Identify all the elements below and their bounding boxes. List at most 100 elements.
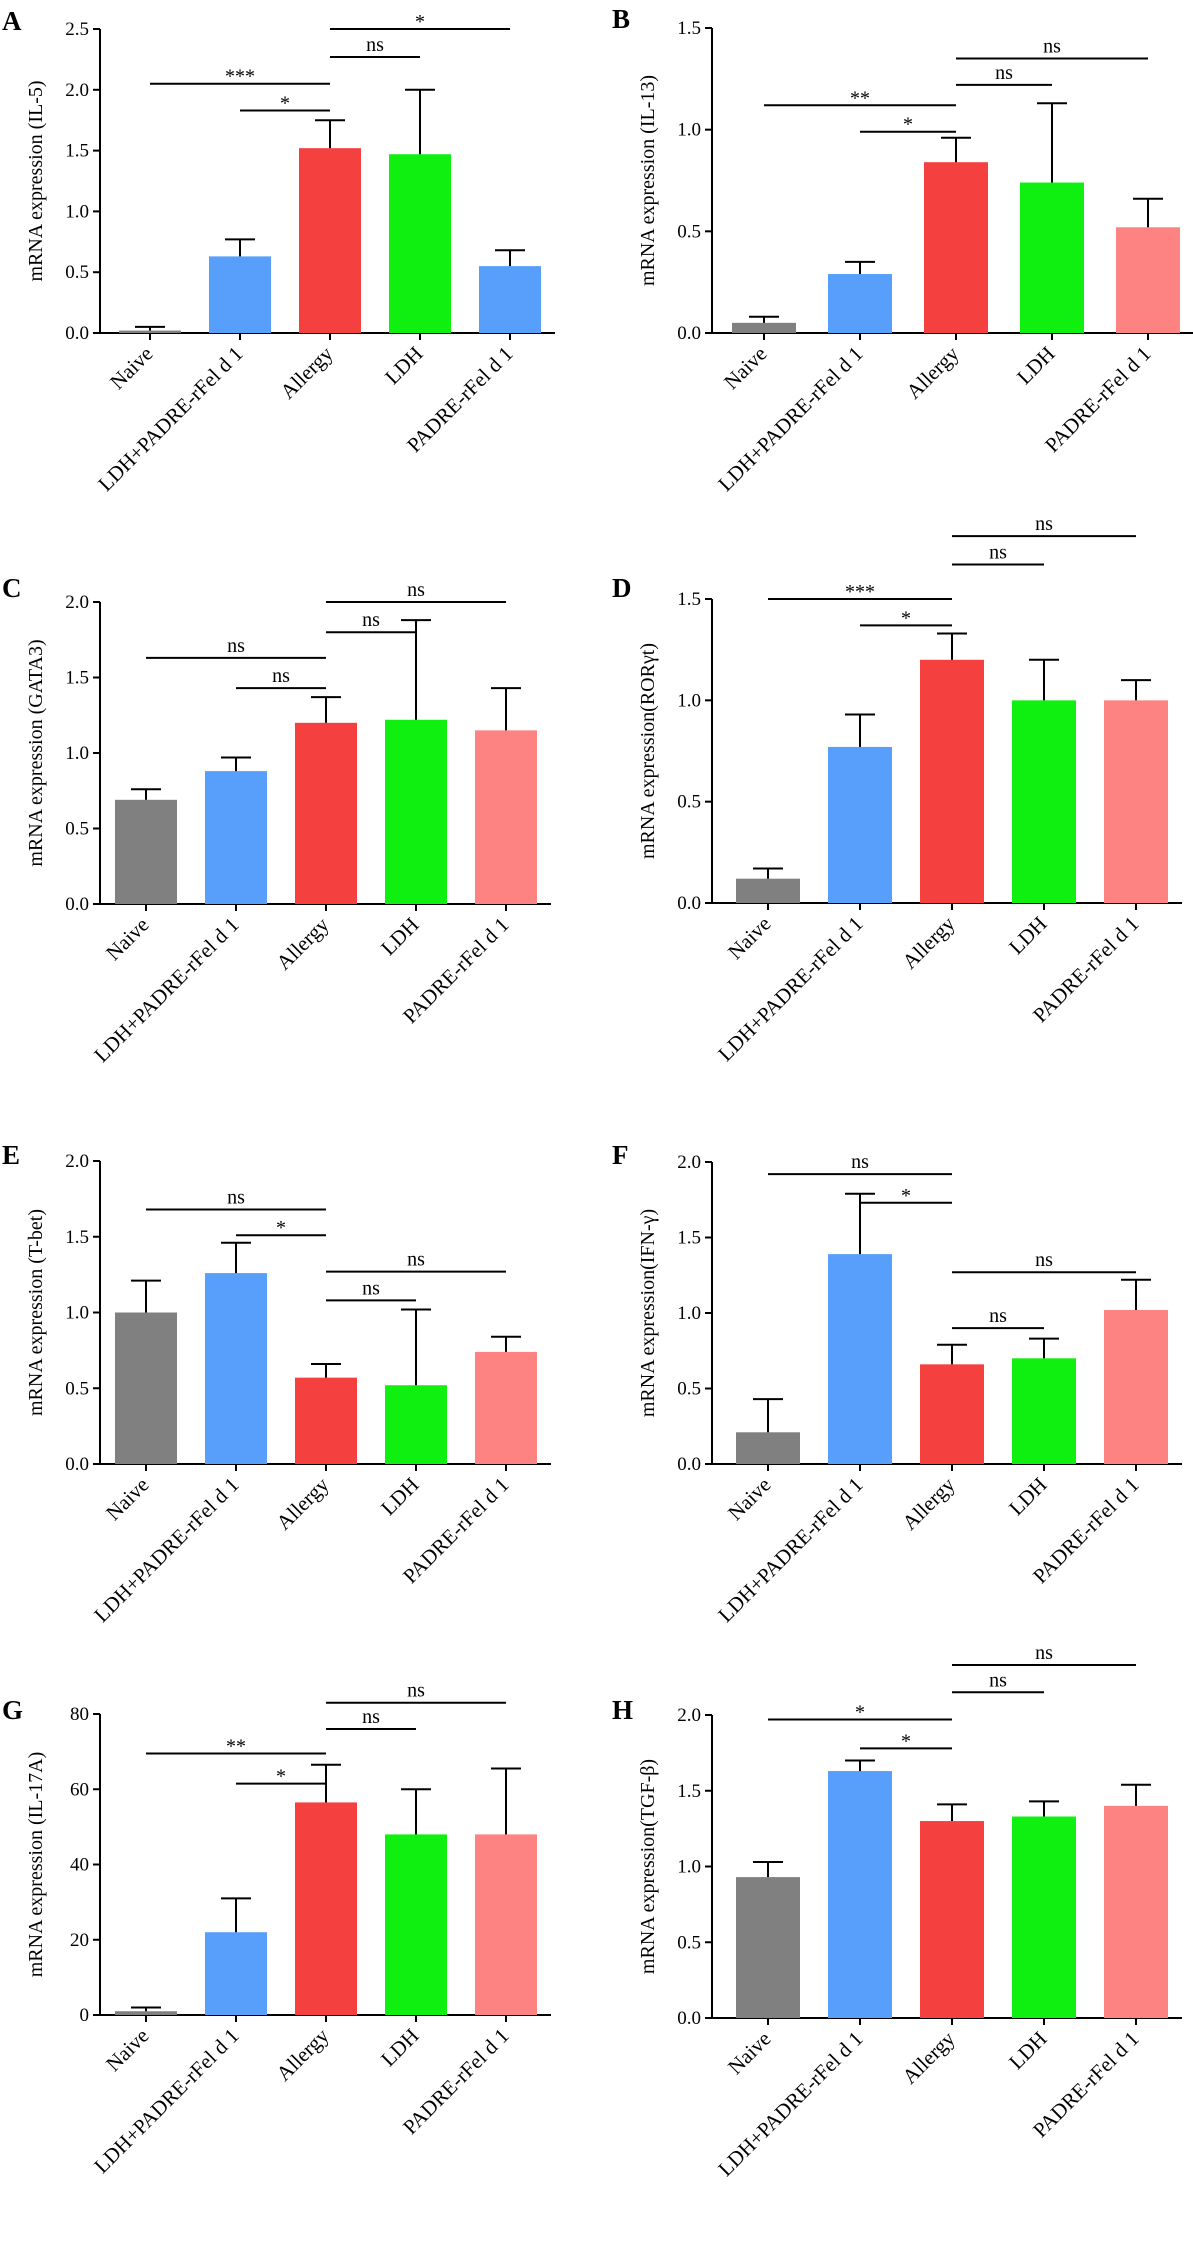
bar-h-1: [736, 1877, 800, 2018]
bar-d-2: [828, 746, 892, 903]
y-tick-label-g: 40: [70, 1855, 89, 1876]
y-tick-label-b: 1.5: [677, 18, 701, 39]
category-label-e-1: Naive: [101, 1473, 153, 1525]
bar-h-3: [920, 1821, 984, 2018]
significance-label-d: *: [901, 607, 911, 629]
y-tick-label-e: 2.0: [65, 1151, 89, 1172]
significance-label-f: ns: [1035, 1249, 1053, 1271]
y-tick-label-c: 0.5: [65, 819, 89, 840]
category-label-d-3: Allergy: [897, 911, 959, 973]
y-axis-label-c: mRNA expression (GATA3): [25, 639, 47, 866]
bar-g-4: [385, 1834, 447, 2015]
y-tick-label-b: 1.0: [677, 120, 701, 141]
category-label-a-1: Naive: [105, 342, 157, 394]
y-tick-label-e: 1.5: [65, 1227, 89, 1248]
significance-label-h: ns: [989, 1669, 1007, 1691]
panel-label-d: D: [612, 573, 632, 603]
y-tick-label-e: 0.0: [65, 1454, 89, 1475]
panel-label-e: E: [2, 1140, 20, 1170]
significance-label-f: *: [901, 1185, 911, 1207]
category-label-c-1: Naive: [101, 913, 153, 965]
bar-e-2: [205, 1273, 267, 1464]
panel-label-h: H: [612, 1695, 633, 1725]
bar-f-5: [1104, 1309, 1168, 1464]
significance-label-e: ns: [362, 1277, 380, 1299]
panel-label-a: A: [2, 6, 22, 36]
y-tick-label-f: 0.5: [677, 1379, 701, 1400]
significance-label-c: ns: [272, 665, 290, 687]
bar-b-1: [732, 322, 796, 333]
significance-label-e: *: [276, 1217, 286, 1239]
significance-label-f: ns: [989, 1305, 1007, 1327]
y-tick-label-d: 1.0: [677, 690, 701, 711]
bar-c-4: [385, 719, 447, 904]
significance-label-b: ns: [1043, 36, 1061, 58]
y-tick-label-c: 1.5: [65, 668, 89, 689]
bar-f-1: [736, 1432, 800, 1464]
significance-label-g: ns: [362, 1706, 380, 1728]
y-tick-label-b: 0.0: [677, 323, 701, 344]
bar-g-3: [295, 1802, 357, 2015]
category-label-b-4: LDH: [1012, 342, 1059, 389]
bar-e-1: [115, 1312, 177, 1464]
category-label-f-3: Allergy: [897, 1472, 959, 1534]
bar-a-1: [119, 330, 181, 333]
y-tick-label-f: 2.0: [677, 1152, 701, 1173]
significance-label-f: ns: [851, 1151, 869, 1173]
y-tick-label-a: 0.0: [65, 323, 89, 344]
bar-g-1: [115, 2011, 177, 2015]
category-label-g-3: Allergy: [271, 2023, 333, 2085]
y-tick-label-c: 1.0: [65, 743, 89, 764]
y-tick-label-h: 0.5: [677, 1932, 701, 1953]
panel-label-c: C: [2, 573, 22, 603]
bar-c-3: [295, 722, 357, 904]
y-tick-label-a: 0.5: [65, 262, 89, 283]
bar-c-5: [475, 730, 537, 904]
significance-label-a: *: [280, 92, 290, 114]
panel-label-g: G: [2, 1695, 23, 1725]
bar-a-5: [479, 266, 541, 333]
y-tick-label-g: 60: [70, 1779, 89, 1800]
bar-a-3: [299, 148, 361, 333]
y-tick-label-d: 1.5: [677, 589, 701, 610]
y-tick-label-d: 0.5: [677, 792, 701, 813]
significance-label-e: ns: [407, 1249, 425, 1271]
y-axis-label-e: mRNA expression (T-bet): [25, 1209, 47, 1416]
bar-d-3: [920, 659, 984, 903]
significance-label-b: ns: [995, 62, 1013, 84]
y-tick-label-f: 1.0: [677, 1303, 701, 1324]
category-label-h-1: Naive: [723, 2027, 775, 2079]
significance-label-b: **: [850, 87, 870, 109]
bar-b-5: [1116, 227, 1180, 333]
y-tick-label-e: 0.5: [65, 1378, 89, 1399]
significance-label-a: ***: [225, 66, 255, 88]
y-tick-label-c: 2.0: [65, 592, 89, 613]
significance-label-d: ns: [989, 542, 1007, 564]
category-label-d-4: LDH: [1004, 912, 1051, 959]
bar-d-1: [736, 878, 800, 903]
y-tick-label-h: 0.0: [677, 2008, 701, 2029]
significance-label-c: ns: [227, 635, 245, 657]
y-tick-label-f: 0.0: [677, 1454, 701, 1475]
significance-label-g: ns: [407, 1680, 425, 1702]
category-label-f-1: Naive: [723, 1473, 775, 1525]
bar-b-3: [924, 162, 988, 333]
bar-c-1: [115, 799, 177, 904]
y-axis-label-h: mRNA expression(TGF-β): [637, 1759, 659, 1974]
category-label-h-4: LDH: [1004, 2027, 1051, 2074]
bar-f-3: [920, 1364, 984, 1464]
y-tick-label-f: 1.5: [677, 1228, 701, 1249]
y-axis-label-f: mRNA expression(IFN-γ): [637, 1209, 659, 1417]
bar-d-5: [1104, 700, 1168, 903]
category-label-a-4: LDH: [380, 342, 427, 389]
y-tick-label-h: 2.0: [677, 1705, 701, 1726]
y-tick-label-g: 80: [70, 1704, 89, 1725]
y-tick-label-a: 2.5: [65, 19, 89, 40]
